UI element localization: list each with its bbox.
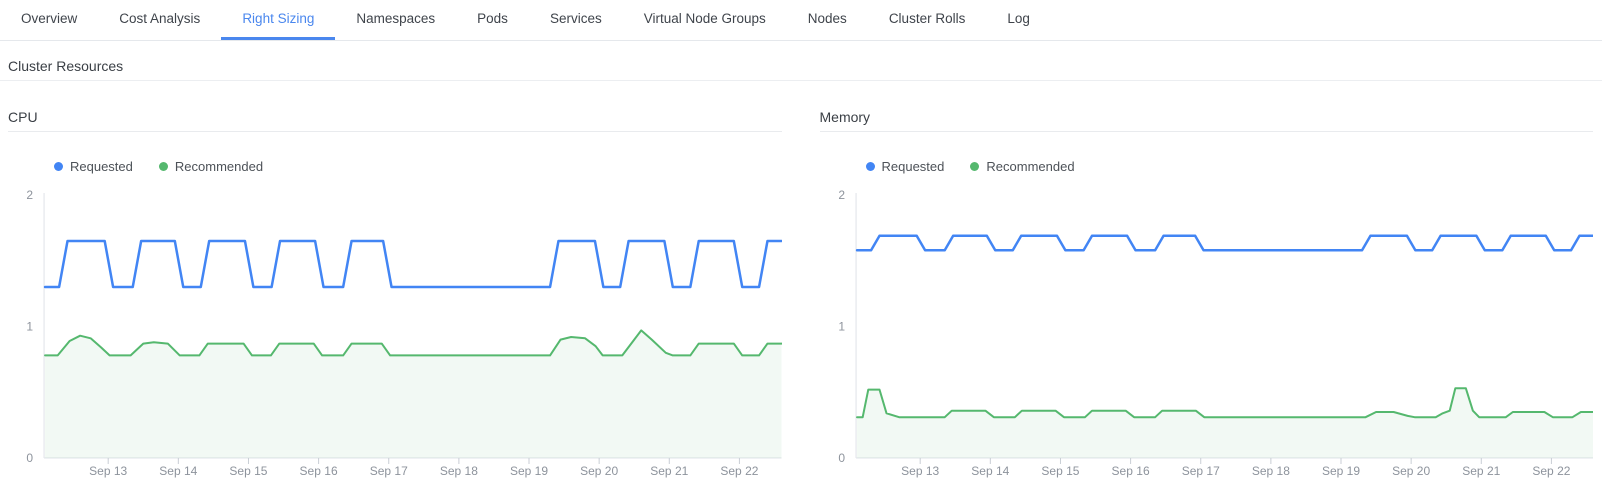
- legend-label: Recommended: [986, 159, 1075, 174]
- recommended-legend-dot-icon: [158, 162, 168, 171]
- y-tick-label: 0: [26, 451, 33, 465]
- tab-right-sizing[interactable]: Right Sizing: [221, 0, 336, 40]
- x-tick-label: Sep 19: [1321, 464, 1359, 478]
- x-tick-label: Sep 17: [370, 464, 408, 478]
- x-tick-label: Sep 17: [1181, 464, 1219, 478]
- x-tick-label: Sep 21: [1462, 464, 1500, 478]
- tab-nodes[interactable]: Nodes: [807, 11, 847, 26]
- cpu-chart-legend: Requested Recommended: [54, 158, 782, 175]
- x-tick-label: Sep 13: [89, 464, 127, 478]
- y-tick-label: 0: [838, 451, 845, 465]
- x-tick-label: Sep 16: [1111, 464, 1149, 478]
- requested-series-line: [43, 239, 782, 289]
- x-tick-label: Sep 20: [1392, 464, 1430, 478]
- y-tick-label: 1: [838, 320, 845, 334]
- requested-legend-dot-icon: [865, 162, 875, 171]
- tab-bar: Overview Cost Analysis Right Sizing Namespa…: [0, 0, 1602, 41]
- x-tick-label: Sep 21: [650, 464, 688, 478]
- tab-cluster-rolls[interactable]: Cluster Rolls: [888, 11, 966, 26]
- memory-chart-plot: 0 1 2 Sep 13 Sep 14 Sep 15 Sep 16 Sep 17 Sep 18 S…: [820, 183, 1593, 481]
- charts-row: CPU Requested Recommended 0 1 2 Sep 13 Sep 14…: [0, 81, 1602, 481]
- x-tick-label: Sep 14: [159, 464, 197, 478]
- x-tick-label: Sep 13: [901, 464, 939, 478]
- x-tick-label: Sep 19: [510, 464, 548, 478]
- tab-services[interactable]: Services: [549, 11, 602, 26]
- legend-item-requested[interactable]: Requested: [865, 159, 945, 174]
- cpu-chart-title: CPU: [8, 109, 782, 132]
- section-title: Cluster Resources: [8, 58, 124, 74]
- x-tick-label: Sep 20: [580, 464, 618, 478]
- memory-chart-panel: Memory Requested Recommended 0 1 2 Sep 13 Sep…: [819, 81, 1594, 481]
- y-tick-label: 2: [26, 188, 33, 202]
- tab-virtual-node-groups[interactable]: Virtual Node Groups: [643, 11, 766, 26]
- memory-chart-legend: Requested Recommended: [865, 158, 1594, 175]
- recommended-series-line: [44, 329, 782, 357]
- legend-label: Requested: [881, 159, 945, 174]
- y-tick-label: 2: [838, 188, 845, 202]
- tab-pods[interactable]: Pods: [477, 11, 508, 26]
- memory-chart-title: Memory: [819, 109, 1593, 132]
- legend-item-requested[interactable]: Requested: [54, 159, 133, 174]
- tab-namespaces[interactable]: Namespaces: [356, 11, 436, 26]
- legend-label: Requested: [70, 159, 133, 174]
- cpu-line-chart: 0 1 2 Sep 13 Sep 14 Sep 15 Sep 16 Sep 17 Sep 18 S…: [26, 188, 782, 478]
- x-tick-label: Sep 15: [229, 464, 267, 478]
- recommended-series-line: [855, 387, 1593, 419]
- requested-legend-dot-icon: [54, 162, 63, 171]
- recommended-area-fill: [856, 388, 1593, 458]
- cpu-chart-panel: CPU Requested Recommended 0 1 2 Sep 13 Sep 14…: [8, 81, 782, 481]
- section-header: Cluster Resources: [0, 41, 1602, 81]
- x-tick-label: Sep 16: [300, 464, 338, 478]
- tab-overview[interactable]: Overview: [21, 11, 78, 26]
- tab-cost-analysis[interactable]: Cost Analysis: [119, 11, 201, 26]
- legend-item-recommended[interactable]: Recommended: [158, 159, 264, 174]
- x-tick-label: Sep 18: [1251, 464, 1289, 478]
- legend-label: Recommended: [174, 159, 264, 174]
- x-tick-label: Sep 14: [971, 464, 1009, 478]
- memory-line-chart: 0 1 2 Sep 13 Sep 14 Sep 15 Sep 16 Sep 17 Sep 18 S…: [838, 188, 1593, 478]
- recommended-area-fill: [45, 330, 782, 458]
- tab-log[interactable]: Log: [1007, 11, 1030, 26]
- legend-item-recommended[interactable]: Recommended: [970, 159, 1075, 174]
- cpu-chart-plot: 0 1 2 Sep 13 Sep 14 Sep 15 Sep 16 Sep 17 Sep 18 S…: [8, 183, 782, 481]
- requested-series-line: [855, 234, 1593, 252]
- x-tick-label: Sep 22: [720, 464, 758, 478]
- recommended-legend-dot-icon: [970, 162, 980, 171]
- x-tick-label: Sep 18: [440, 464, 478, 478]
- x-tick-label: Sep 15: [1041, 464, 1079, 478]
- y-tick-label: 1: [26, 320, 33, 334]
- x-tick-label: Sep 22: [1532, 464, 1570, 478]
